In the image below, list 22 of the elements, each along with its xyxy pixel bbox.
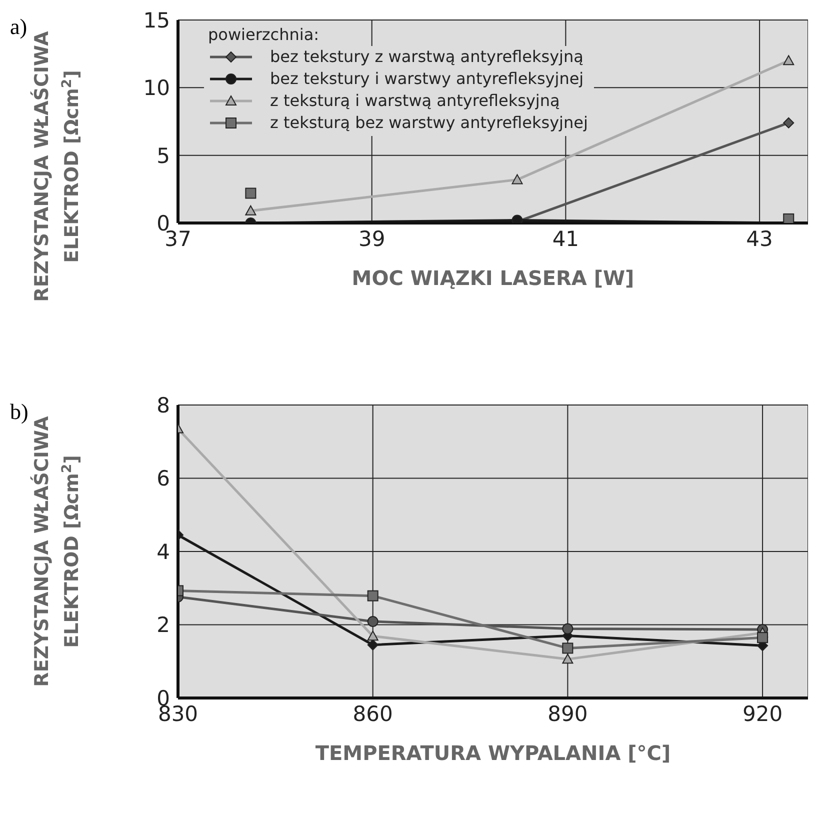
legend-label: bez tekstury z warstwą antyrefleksyjną bbox=[270, 46, 584, 68]
legend-label: z teksturą i warstwą antyrefleksyjną bbox=[270, 90, 560, 112]
legend-label: bez tekstury i warstwy antyrefleksyjnej bbox=[270, 68, 584, 90]
y-tick-label: 6 bbox=[156, 466, 170, 491]
x-tick-label: 39 bbox=[358, 226, 386, 251]
x-axis-title: MOC WIĄZKI LASERA [W] bbox=[352, 266, 634, 290]
y-tick-label: 10 bbox=[143, 76, 170, 100]
legend-title: powierzchnia: bbox=[204, 25, 324, 44]
y-tick-label: 8 bbox=[156, 393, 170, 418]
y-tick-label: 15 bbox=[143, 8, 170, 32]
x-tick-label: 920 bbox=[742, 702, 783, 726]
y-tick-label: 5 bbox=[156, 144, 170, 168]
y-tick-label: 4 bbox=[156, 540, 170, 564]
text: a) bbox=[10, 14, 28, 40]
x-tick-label: 43 bbox=[746, 226, 773, 251]
y-tick-label: 2 bbox=[156, 613, 170, 638]
x-axis-title: TEMPERATURA WYPALANIA [°C] bbox=[315, 741, 671, 765]
x-tick-label: 890 bbox=[548, 702, 588, 726]
x-tick-label: 41 bbox=[552, 226, 580, 251]
legend-label: z teksturą bez warstwy antyrefleksyjnej bbox=[270, 112, 588, 134]
x-tick-label: 860 bbox=[352, 702, 393, 726]
text: b) bbox=[10, 399, 28, 425]
